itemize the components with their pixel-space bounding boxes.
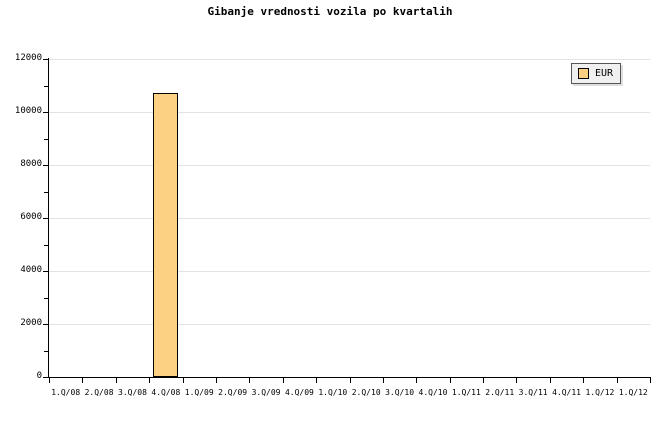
y-axis-label: 8000 (20, 159, 42, 169)
x-axis-label: 4.Q/09 (284, 388, 314, 397)
y-axis-label: 2000 (20, 318, 42, 328)
chart-legend[interactable]: EUR (571, 63, 622, 84)
bar[interactable] (153, 93, 178, 377)
x-tick (550, 378, 551, 383)
x-axis-label: 4.Q/10 (418, 388, 448, 397)
x-axis-label: 3.Q/08 (118, 388, 147, 397)
x-tick (350, 378, 351, 383)
x-tick (483, 378, 484, 383)
y-tick-minor (44, 245, 48, 246)
y-tick-major (43, 165, 48, 166)
x-axis-label: 1.Q/12 (585, 388, 615, 397)
y-tick-major (43, 377, 48, 378)
x-tick (516, 378, 517, 383)
y-axis-line (48, 58, 49, 378)
x-tick (49, 378, 50, 383)
y-tick-minor (44, 298, 48, 299)
y-axis-label: 4000 (20, 265, 42, 275)
x-tick (383, 378, 384, 383)
gridline (49, 324, 650, 325)
y-tick-major (43, 324, 48, 325)
y-tick-major (43, 271, 48, 272)
y-tick-minor (44, 86, 48, 87)
x-tick (183, 378, 184, 383)
x-tick (617, 378, 618, 383)
x-axis-label: 2.Q/09 (218, 388, 248, 397)
x-axis-label: 1.Q/10 (318, 388, 348, 397)
y-axis-label: 10000 (14, 106, 42, 116)
x-tick (316, 378, 317, 383)
y-tick-major (43, 218, 48, 219)
x-tick (583, 378, 584, 383)
x-axis-label: 1.Q/08 (51, 388, 81, 397)
x-tick (82, 378, 83, 383)
x-tick (450, 378, 451, 383)
x-axis-label: 1.Q/11 (451, 388, 481, 397)
x-axis-label: 1.Q/09 (184, 388, 214, 397)
x-tick (216, 378, 217, 383)
x-axis-label: 4.Q/08 (151, 388, 181, 397)
chart-title: Gibanje vrednosti vozila po kvartalih (207, 5, 453, 18)
y-axis-label: 0 (36, 371, 42, 381)
gridline (49, 165, 650, 166)
y-axis-label: 12000 (14, 53, 42, 63)
gridline (49, 112, 650, 113)
gridline (49, 59, 650, 60)
x-axis-label: 2.Q/11 (485, 388, 515, 397)
x-tick (283, 378, 284, 383)
x-tick (149, 378, 150, 383)
x-axis-label: 1.Q/12 (618, 388, 648, 397)
x-tick (249, 378, 250, 383)
x-axis-label: 3.Q/11 (518, 388, 548, 397)
gridline (49, 271, 650, 272)
x-axis-label: 3.Q/09 (251, 388, 281, 397)
y-tick-major (43, 112, 48, 113)
y-axis-label: 6000 (20, 212, 42, 222)
y-tick-major (43, 59, 48, 60)
plot-area (49, 59, 650, 377)
y-tick-minor (44, 351, 48, 352)
legend-swatch-icon (578, 68, 589, 79)
x-axis-label: 4.Q/11 (552, 388, 581, 397)
x-tick (650, 378, 651, 383)
x-axis-label: 3.Q/10 (385, 388, 415, 397)
x-tick (116, 378, 117, 383)
gridline (49, 218, 650, 219)
legend-label-eur: EUR (595, 68, 614, 79)
x-axis-label: 2.Q/08 (84, 388, 114, 397)
y-tick-minor (44, 139, 48, 140)
x-tick (416, 378, 417, 383)
x-axis-label: 2.Q/10 (351, 388, 381, 397)
y-tick-minor (44, 192, 48, 193)
x-axis-line (48, 377, 651, 378)
